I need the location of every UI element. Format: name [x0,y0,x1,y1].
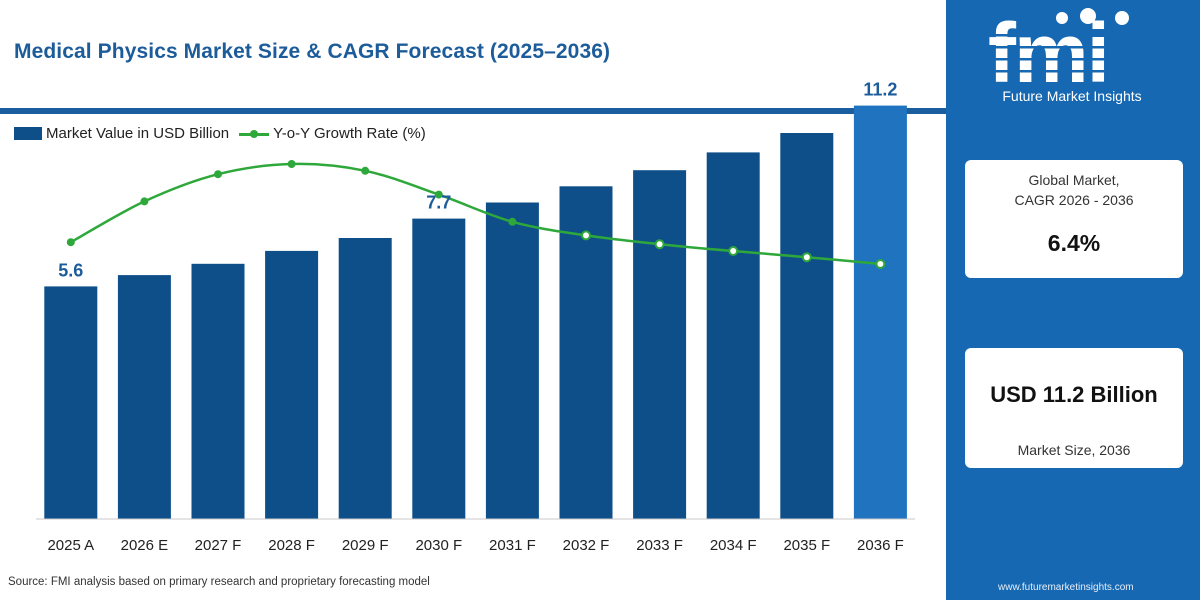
growth-line-layer [66,160,886,269]
bars-layer [44,105,907,520]
source-note: Source: FMI analysis based on primary re… [8,576,430,588]
growth-point-2031-f [508,217,517,226]
market-size-card: USD 11.2 Billion Market Size, 2036 [965,348,1183,468]
bar-2033-f [633,170,687,519]
x-tick-label: 2026 E [121,537,169,554]
chart-plot: 2025 A 2026 E 2027 F 2028 F 2029 F 2030 F 2031… [36,80,915,554]
growth-point-2035-f [801,252,812,263]
website-url: www.futuremarketinsights.com [998,582,1134,593]
growth-point-2026-e [140,197,149,206]
bar-2034-f [706,152,760,519]
bar-value-label: 11.2 [863,80,897,100]
growth-point-2034-f [728,246,739,256]
fmi-logo: fmi [984,6,1160,100]
bar-2028-f [265,250,319,519]
bar-legend-label: Market Value in USD Billion [46,125,230,142]
growth-point-2030-f [434,190,443,199]
growth-point-2029-f [361,166,370,175]
growth-point-2027-f [214,170,222,179]
growth-rate-line [70,162,881,266]
cagr-caption: Global Market, CAGR 2026 - 2036 [965,170,1183,210]
market-size-caption: Market Size, 2036 [1017,442,1131,458]
growth-point-2025-a [66,238,75,247]
bar-2031-f [485,202,539,519]
growth-point-2032-f [581,230,591,241]
x-tick-label: 2028 F [268,537,315,554]
bar-2027-f [191,263,245,519]
x-tick-label: 2030 F [415,537,462,554]
bar-2035-f [780,133,834,519]
bar-2032-f [559,186,613,520]
cagr-card: Global Market, CAGR 2026 - 2036 6.4% [965,160,1183,278]
line-legend-label: Y-o-Y Growth Rate (%) [273,125,426,142]
x-tick-label: 2032 F [563,537,610,554]
chart-legend: Market Value in USD Billion Y-o-Y Growth… [14,125,426,142]
growth-point-2028-f [287,160,296,168]
x-tick-label: 2027 F [195,537,242,554]
bar-2029-f [338,238,392,519]
data-labels-layer: 5.6 7.7 11.2 [58,80,897,281]
x-tick-label: 2033 F [636,537,683,554]
cagr-caption-line2: CAGR 2026 - 2036 [1014,192,1134,208]
x-tick-label: 2029 F [342,537,389,554]
title-band [0,0,946,108]
growth-point-2036-f [875,259,886,269]
bar-2025-a [44,286,98,519]
x-tick-label: 2036 F [857,537,904,554]
chart-title: Medical Physics Market Size & CAGR Forec… [14,40,611,63]
line-legend-swatch [239,127,270,140]
x-tick-label: 2034 F [710,537,757,554]
x-tick-label: 2031 F [489,537,536,554]
x-tick-labels: 2025 A 2026 E 2027 F 2028 F 2029 F 2030 F 2031… [47,537,903,554]
brand-name: Future Market Insights [1002,88,1142,104]
bar-legend-swatch [14,127,42,140]
x-tick-label: 2035 F [783,537,830,554]
bar-2036-f [853,105,907,519]
summary-panel [946,0,1200,600]
growth-point-2033-f [654,239,665,250]
bar-2026-e [117,275,171,519]
bar-value-label: 5.6 [58,260,83,280]
bar-value-label: 7.7 [426,193,451,213]
cagr-caption-line1: Global Market, [1028,172,1120,188]
chart-panel: Medical Physics Market Size & CAGR Forec… [0,0,946,588]
bar-2030-f [412,218,466,519]
market-size-value: USD 11.2 Billion [990,382,1158,407]
cagr-value: 6.4% [1047,230,1101,256]
title-divider [0,108,946,114]
x-tick-label: 2025 A [47,537,94,554]
